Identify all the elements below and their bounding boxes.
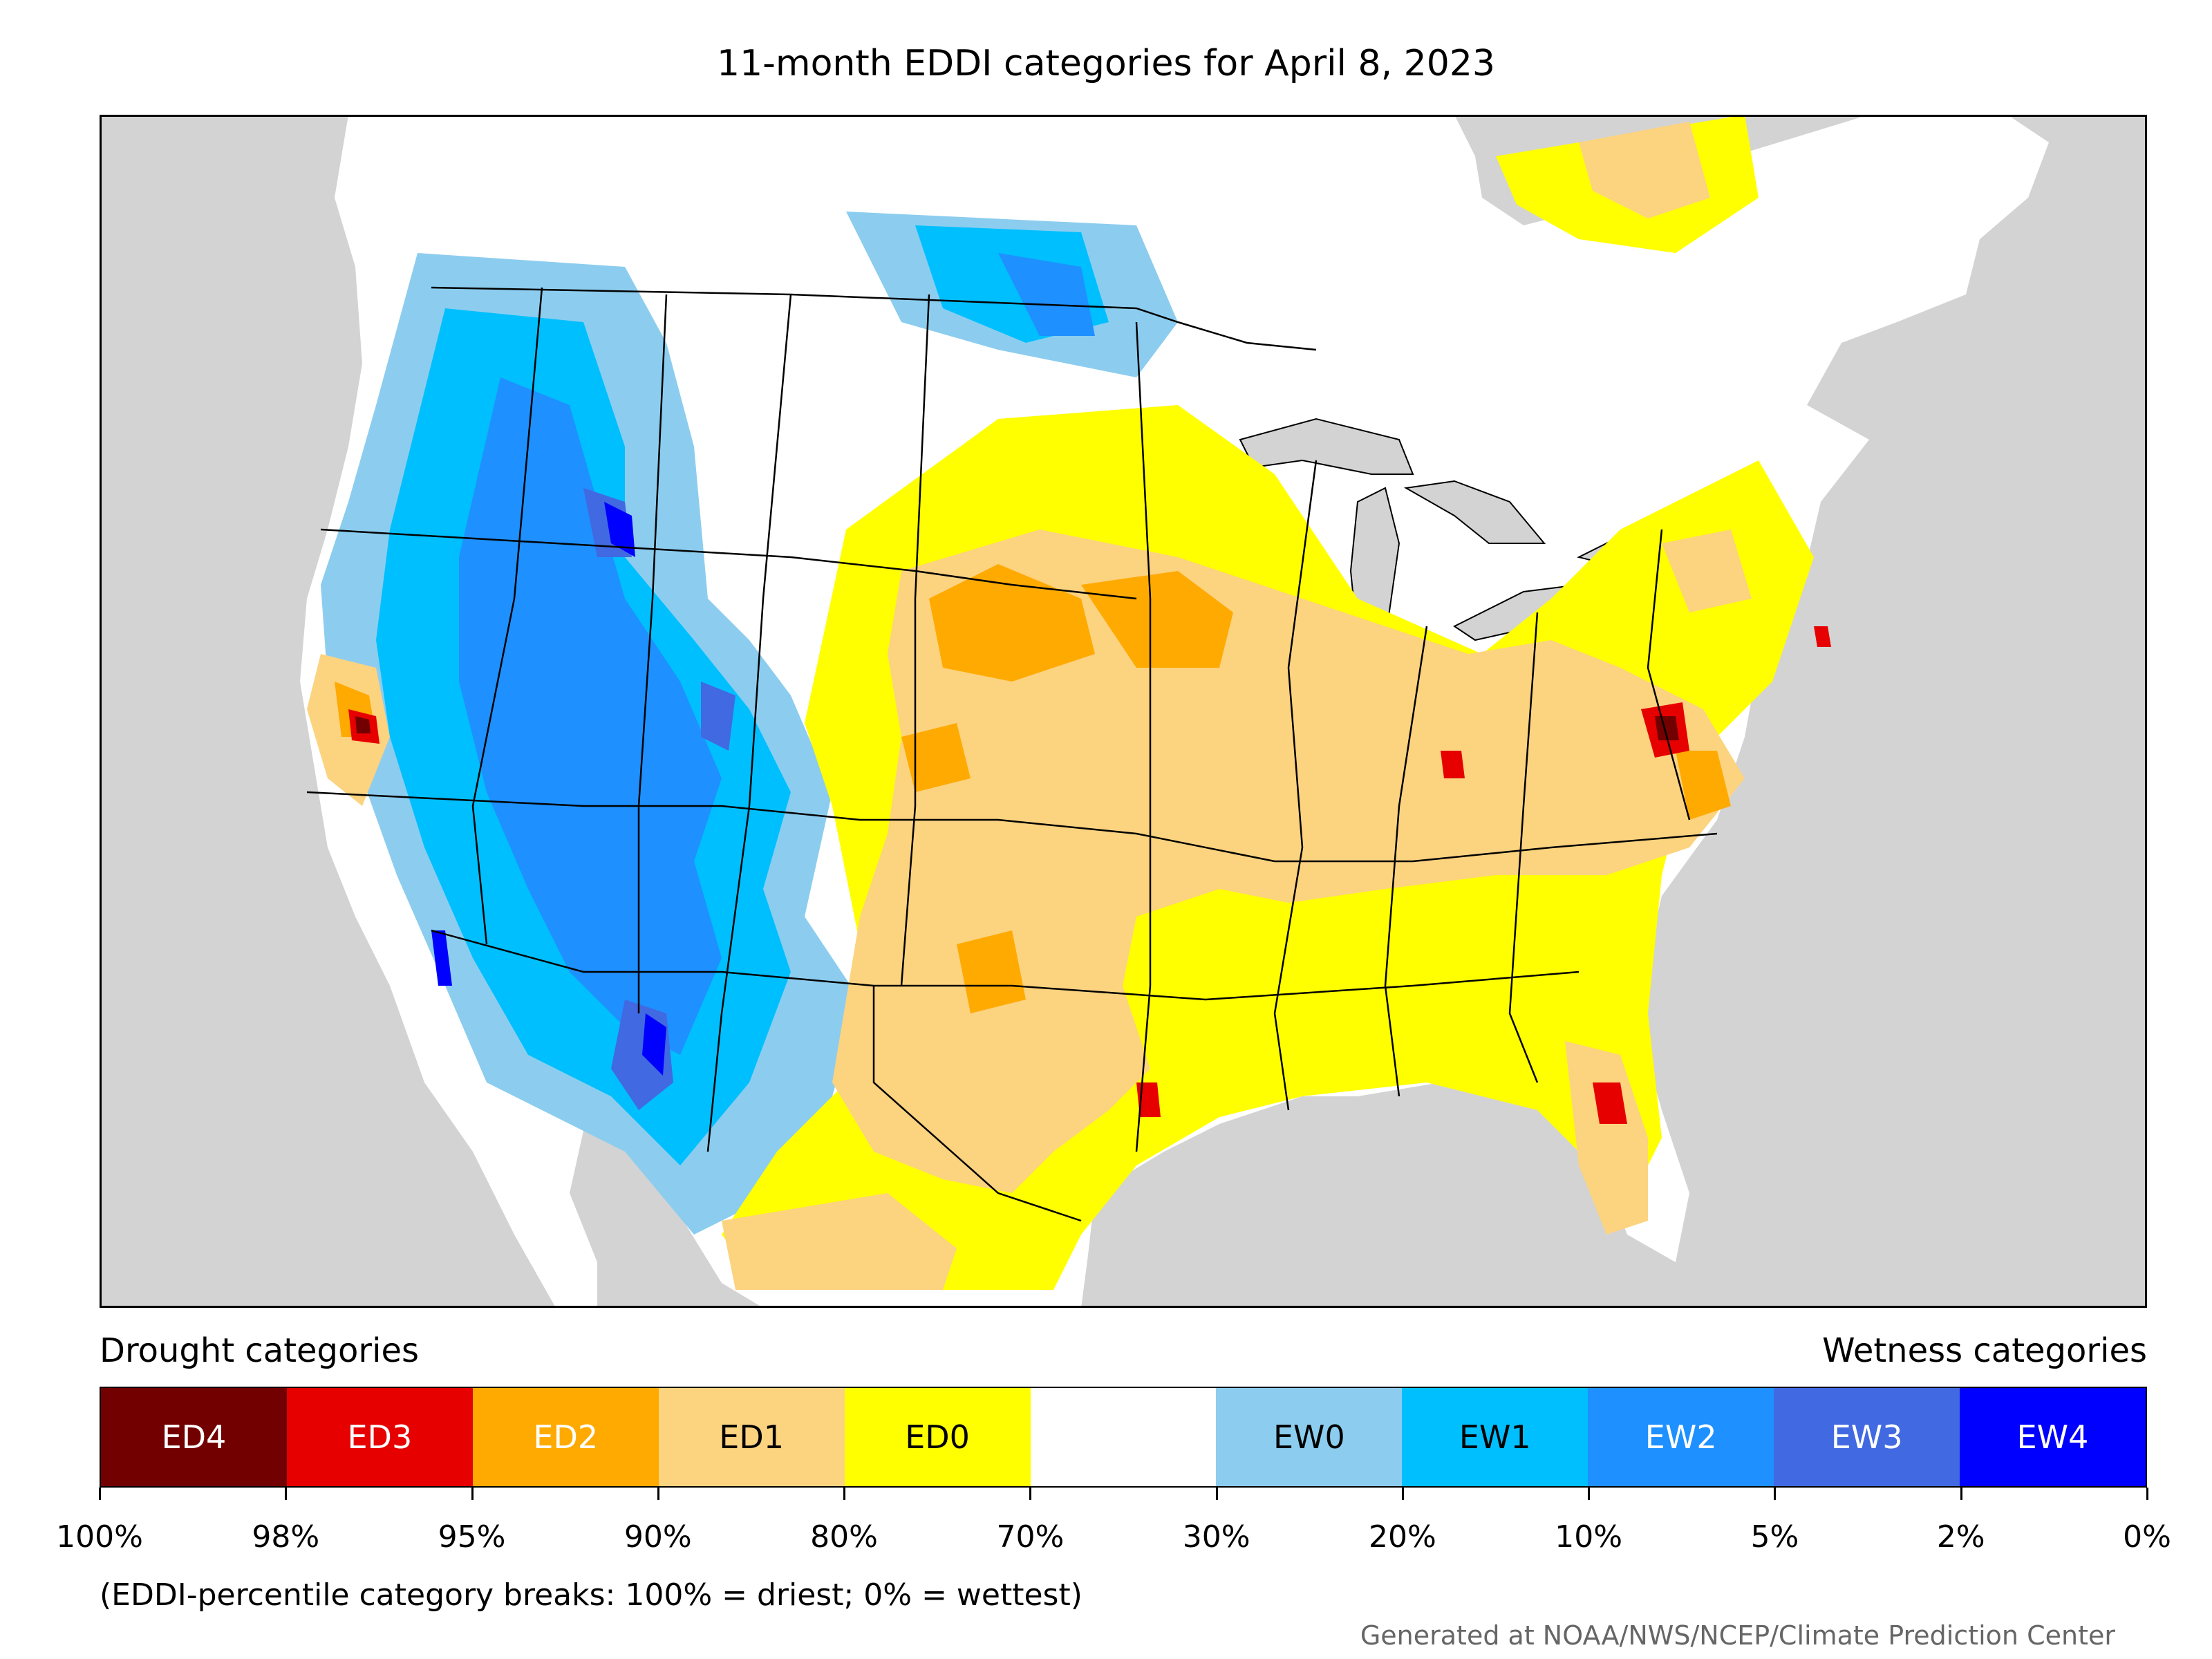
category-swatch: EW2 (1588, 1388, 1774, 1486)
map-title: 11-month EDDI categories for April 8, 20… (716, 43, 1496, 84)
colorbar-tick (99, 1488, 101, 1500)
category-swatch (1030, 1388, 1217, 1486)
tick-label: 98% (252, 1519, 320, 1555)
category-swatch: ED0 (844, 1388, 1031, 1486)
colorbar-ticks (99, 1488, 2148, 1501)
category-colorbar: ED4 ED3 ED2 ED1 ED0 EW0 EW1 EW2 EW3 EW4 (100, 1387, 2147, 1488)
eddi-map (100, 115, 2147, 1308)
category-swatch: EW4 (1960, 1388, 2146, 1486)
credit-line: Generated at NOAA/NWS/NCEP/Climate Predi… (1360, 1620, 2115, 1651)
colorbar-tick (1774, 1488, 1777, 1500)
colorbar-tick (843, 1488, 846, 1500)
drought-categories-heading: Drought categories (100, 1331, 419, 1370)
map-border (100, 115, 2147, 1308)
category-swatch: ED4 (101, 1388, 287, 1486)
colorbar-tick (1215, 1488, 1218, 1500)
state-boundaries (306, 286, 1718, 1222)
colorbar-tick (1401, 1488, 1404, 1500)
colorbar-tick (1029, 1488, 1032, 1500)
category-swatch: EW0 (1216, 1388, 1403, 1486)
tick-label: 0% (2123, 1519, 2171, 1555)
tick-label: 2% (1936, 1519, 1985, 1555)
category-swatch: EW3 (1774, 1388, 1960, 1486)
wetness-categories-heading: Wetness categories (1822, 1331, 2147, 1370)
colorbar-tick (1588, 1488, 1591, 1500)
map-panel (100, 115, 2147, 1308)
tick-label: 5% (1750, 1519, 1799, 1555)
tick-label: 30% (1182, 1519, 1250, 1555)
tick-label: 20% (1369, 1519, 1436, 1555)
category-footnote: (EDDI-percentile category breaks: 100% =… (100, 1577, 1082, 1613)
tick-label: 95% (438, 1519, 506, 1555)
colorbar-tick (471, 1488, 474, 1500)
tick-label: 90% (624, 1519, 692, 1555)
tick-label: 100% (56, 1519, 143, 1555)
tick-label: 70% (996, 1519, 1065, 1555)
colorbar-tick (1960, 1488, 1962, 1500)
drought-regions (307, 115, 1831, 1290)
category-swatch: ED2 (472, 1388, 659, 1486)
colorbar-tick (2146, 1488, 2148, 1500)
tick-label: 10% (1555, 1519, 1623, 1555)
colorbar-tick (285, 1488, 288, 1500)
tick-label: 80% (810, 1519, 878, 1555)
category-swatch: ED1 (658, 1388, 845, 1486)
colorbar-tick (657, 1488, 659, 1500)
category-swatch: EW1 (1402, 1388, 1588, 1486)
category-swatch: ED3 (286, 1388, 473, 1486)
